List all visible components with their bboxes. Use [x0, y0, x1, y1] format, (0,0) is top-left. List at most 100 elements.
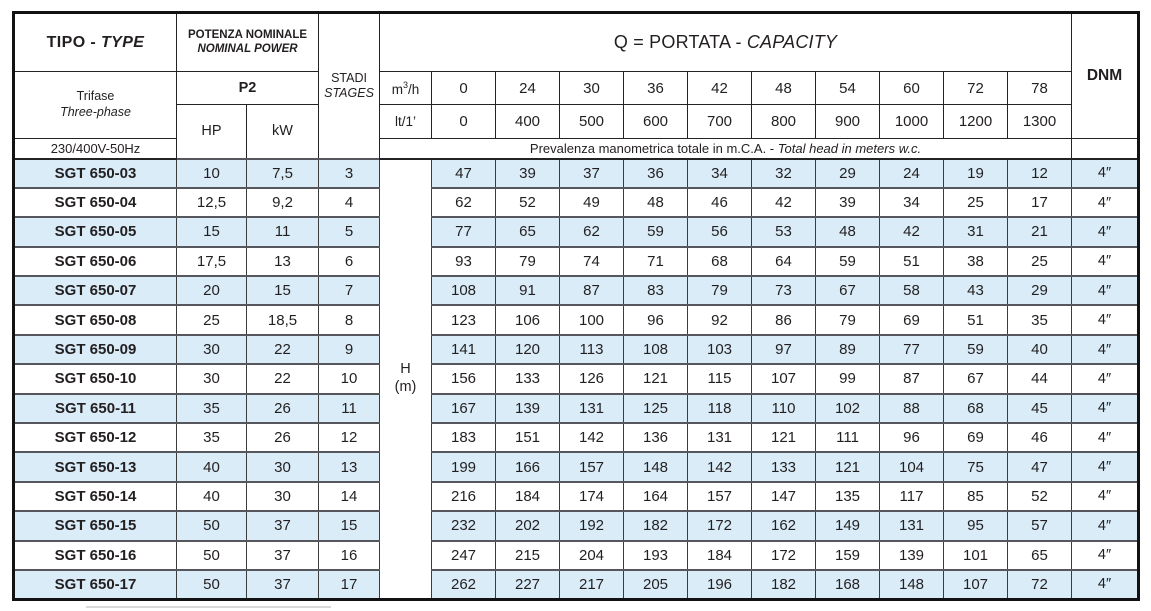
table-row: SGT 650-14 40 30 14 216 184 174 164 157 147 135 117…	[13, 480, 1140, 513]
head-value-cell: 121	[623, 363, 689, 395]
head-value-cell: 168	[815, 568, 881, 601]
m3h-value: 36	[623, 71, 689, 105]
pump-type-cell: SGT 650-04	[13, 186, 177, 219]
m3h-value: 0	[431, 71, 497, 105]
hp-cell: 50	[176, 568, 247, 601]
head-value-cell: 44	[1007, 363, 1073, 395]
head-value-cell: 108	[623, 333, 689, 366]
head-value-cell: 139	[495, 392, 561, 425]
head-value-cell: 133	[495, 363, 561, 395]
head-value-cell: 133	[751, 451, 817, 483]
table-row: SGT 650-15 50 37 15 232 202 192 182 172 162 149 131…	[13, 510, 1140, 542]
head-value-cell: 156	[431, 363, 497, 395]
head-value-cell: 46	[687, 186, 753, 219]
head-value-cell: 65	[495, 216, 561, 248]
kw-cell: 37	[245, 539, 320, 571]
head-value-cell: 107	[943, 568, 1009, 601]
dnm-cell: 4″	[1071, 333, 1140, 366]
head-value-cell: 64	[751, 245, 817, 278]
head-value-cell: 262	[431, 568, 497, 601]
head-value-cell: 215	[495, 539, 561, 571]
table-header: TIPO - TYPE POTENZA NOMINALE NOMINAL POW…	[13, 12, 1140, 160]
kw-cell: 26	[245, 422, 320, 454]
head-value-cell: 17	[1007, 186, 1073, 219]
head-value-cell: 48	[815, 216, 881, 248]
head-value-cell: 121	[815, 451, 881, 483]
head-value-cell: 91	[495, 275, 561, 307]
head-value-cell: 120	[495, 333, 561, 366]
table-row: SGT 650-12 35 26 12 183 151 142 136 131 121 111 96 6…	[13, 422, 1140, 454]
head-value-cell: 131	[687, 422, 753, 454]
head-value-cell: 47	[1007, 451, 1073, 483]
hp-cell: 35	[176, 392, 247, 425]
head-unit-cell: H (m)	[379, 157, 433, 600]
pump-type-cell: SGT 650-10	[13, 363, 177, 395]
table-row: SGT 650-16 50 37 16 247 215 204 193 184 172 159 139…	[13, 539, 1140, 571]
head-value-cell: 151	[495, 422, 561, 454]
head-value-cell: 58	[879, 275, 945, 307]
head-value-cell: 227	[495, 568, 561, 601]
m3h-value: 78	[1007, 71, 1073, 105]
head-value-cell: 83	[623, 275, 689, 307]
stages-cell: 8	[318, 304, 381, 336]
head-value-cell: 202	[495, 510, 561, 542]
stages-cell: 4	[318, 186, 381, 219]
capacity-label-it: Q = PORTATA -	[613, 32, 742, 52]
head-value-cell: 205	[623, 568, 689, 601]
head-value-cell: 34	[879, 186, 945, 219]
kw-column-header: kW	[245, 104, 320, 159]
head-value-cell: 199	[431, 451, 497, 483]
head-value-cell: 95	[943, 510, 1009, 542]
pump-spec-table: TIPO - TYPE POTENZA NOMINALE NOMINAL POW…	[12, 11, 1141, 601]
head-value-cell: 68	[687, 245, 753, 278]
table-row: SGT 650-07 20 15 7 108 91 87 83 79 73 67 58 43 29 4″	[13, 275, 1140, 307]
head-value-cell: 89	[815, 333, 881, 366]
head-value-cell: 104	[879, 451, 945, 483]
m3h-value: 48	[751, 71, 817, 105]
hp-cell: 10	[176, 157, 247, 189]
head-value-cell: 36	[623, 157, 689, 189]
head-value-cell: 148	[623, 451, 689, 483]
total-head-note-it: Prevalenza manometrica totale in m.C.A. …	[529, 140, 775, 156]
table-row: SGT 650-17 50 37 17 262 227 217 205 196 182 168 148…	[13, 568, 1140, 601]
nominal-power-label-it: POTENZA NOMINALE	[187, 29, 308, 42]
head-value-cell: 67	[943, 363, 1009, 395]
head-value-cell: 73	[751, 275, 817, 307]
head-value-cell: 193	[623, 539, 689, 571]
head-value-cell: 69	[879, 304, 945, 336]
head-value-cell: 108	[431, 275, 497, 307]
stages-cell: 15	[318, 510, 381, 542]
hp-cell: 12,5	[176, 186, 247, 219]
head-value-cell: 25	[1007, 245, 1073, 278]
head-value-cell: 86	[751, 304, 817, 336]
head-value-cell: 148	[879, 568, 945, 601]
head-value-cell: 77	[431, 216, 497, 248]
head-value-cell: 126	[559, 363, 625, 395]
head-value-cell: 67	[815, 275, 881, 307]
head-value-cell: 184	[687, 539, 753, 571]
type-column-header: TIPO - TYPE	[13, 12, 177, 72]
head-value-cell: 123	[431, 304, 497, 336]
lt-value: 400	[495, 104, 561, 139]
hp-cell: 40	[176, 480, 247, 513]
head-value-cell: 68	[943, 392, 1009, 425]
head-value-cell: 93	[431, 245, 497, 278]
stages-cell: 3	[318, 157, 381, 189]
table-row: SGT 650-03 10 7,5 3 H (m) 47 39 37 36 34 32 29 24 19 12…	[13, 157, 1140, 600]
head-value-cell: 192	[559, 510, 625, 542]
head-value-cell: 92	[687, 304, 753, 336]
pump-type-cell: SGT 650-09	[13, 333, 177, 366]
kw-cell: 11	[245, 216, 320, 248]
kw-cell: 13	[245, 245, 320, 278]
pump-type-cell: SGT 650-15	[13, 510, 177, 542]
head-value-cell: 131	[559, 392, 625, 425]
stages-cell: 6	[318, 245, 381, 278]
head-value-cell: 172	[751, 539, 817, 571]
type-label: TIPO -	[46, 33, 97, 51]
head-value-cell: 135	[815, 480, 881, 513]
head-value-cell: 167	[431, 392, 497, 425]
hp-cell: 40	[176, 451, 247, 483]
m3h-value: 42	[687, 71, 753, 105]
head-value-cell: 115	[687, 363, 753, 395]
head-value-cell: 65	[1007, 539, 1073, 571]
